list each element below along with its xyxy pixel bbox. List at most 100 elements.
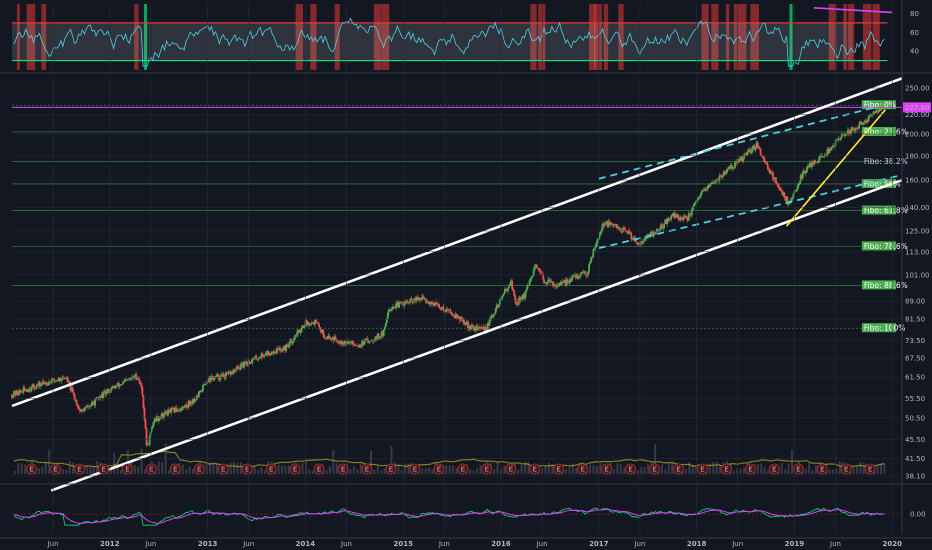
candle-body [181, 407, 184, 409]
candle-body [710, 182, 713, 185]
candle-body [226, 373, 229, 375]
candle-body [190, 402, 193, 405]
candle-body [218, 378, 221, 380]
candle-body [313, 322, 315, 325]
rsi-overbought-zone [373, 4, 382, 70]
volume-bar [24, 464, 27, 474]
candle-body [309, 323, 312, 326]
candle-body [856, 128, 859, 130]
candle-body [603, 223, 606, 226]
x-tick-label: 2013 [198, 540, 218, 548]
candle-body [470, 325, 472, 330]
candle-body [685, 217, 688, 219]
price-tick-label: 50.50 [905, 414, 925, 422]
candle-body [245, 361, 248, 365]
candle-body [251, 358, 254, 364]
candle-body [347, 342, 350, 344]
earnings-badge-label: E [844, 466, 848, 474]
candle-body [506, 289, 508, 292]
candle-body [229, 372, 232, 375]
candle-body [754, 148, 757, 151]
candle-body [212, 377, 215, 380]
candle-body [428, 303, 430, 305]
candle-body [265, 352, 268, 356]
volume-bar [137, 466, 140, 474]
candle-body [385, 318, 388, 323]
volume-bar [20, 463, 23, 474]
candle-body [599, 232, 602, 235]
candle-body [235, 366, 238, 370]
candle-body [293, 336, 296, 341]
candle-body [567, 281, 570, 284]
volume-bar [790, 449, 793, 474]
candle-body [205, 383, 207, 385]
candle-body [608, 221, 611, 223]
candle-body [640, 241, 643, 244]
earnings-badge-label: E [868, 466, 872, 474]
candle-body [351, 340, 353, 344]
candle-body [305, 320, 308, 325]
candle-body [659, 228, 661, 231]
candle-body [203, 384, 205, 385]
candle-body [277, 348, 279, 350]
candle-body [607, 221, 610, 227]
candle-body [74, 400, 77, 402]
candle-body [455, 313, 458, 318]
candle-body [328, 335, 331, 339]
candle-body [695, 201, 697, 203]
candle-body [179, 410, 182, 411]
volume-bar [277, 464, 280, 474]
candle-body [303, 326, 306, 328]
candle-body [841, 134, 844, 135]
candle-body [165, 411, 167, 414]
candle-body [565, 279, 568, 286]
candle-body [449, 310, 452, 314]
candle-body [484, 327, 487, 331]
candle-body [598, 234, 601, 240]
volume-bar [380, 470, 383, 474]
candle-body [239, 368, 241, 370]
price-tick-label: 67.50 [905, 355, 925, 363]
candle-body [822, 156, 825, 158]
candle-body [86, 405, 88, 408]
inner-lower-line [598, 174, 903, 250]
fibo-label-bg [861, 178, 896, 188]
candle-body [59, 377, 62, 381]
candle-body [43, 382, 46, 385]
candle-body [204, 384, 206, 385]
volume-bar [48, 449, 51, 474]
candle-body [536, 267, 539, 269]
candle-body [123, 381, 125, 383]
fibo-label-bg [861, 205, 896, 215]
candle-body [512, 288, 515, 291]
candle-body [50, 381, 52, 383]
candle-body [763, 159, 766, 162]
macd-panel[interactable] [12, 507, 902, 526]
candle-body [813, 160, 815, 164]
candle-body [146, 444, 149, 446]
candle-body [547, 279, 549, 284]
volume-bar [397, 464, 400, 474]
lower-channel-line [50, 178, 903, 492]
candle-body [196, 395, 199, 397]
candle-body [227, 371, 230, 374]
candle-body [407, 301, 410, 303]
candle-body [223, 377, 226, 379]
candle-body [283, 345, 286, 351]
rsi-panel[interactable] [12, 4, 893, 70]
volume-bar [421, 468, 424, 474]
candle-body [355, 345, 357, 346]
candle-body [224, 372, 227, 379]
candle-body [721, 176, 724, 178]
candle-body [130, 378, 133, 380]
candle-body [390, 309, 392, 311]
price-tick-label: 38.10 [905, 472, 925, 480]
candle-body [32, 384, 35, 388]
price-panel[interactable]: Fibo: 0% Fibo: 23.6% Fibo: 38.2% Fibo: 50% F… [11, 77, 931, 492]
candle-body [771, 172, 773, 174]
volume-bar [599, 462, 602, 474]
candle-body [842, 134, 845, 135]
candle-body [720, 175, 723, 178]
candle-body [757, 146, 760, 149]
